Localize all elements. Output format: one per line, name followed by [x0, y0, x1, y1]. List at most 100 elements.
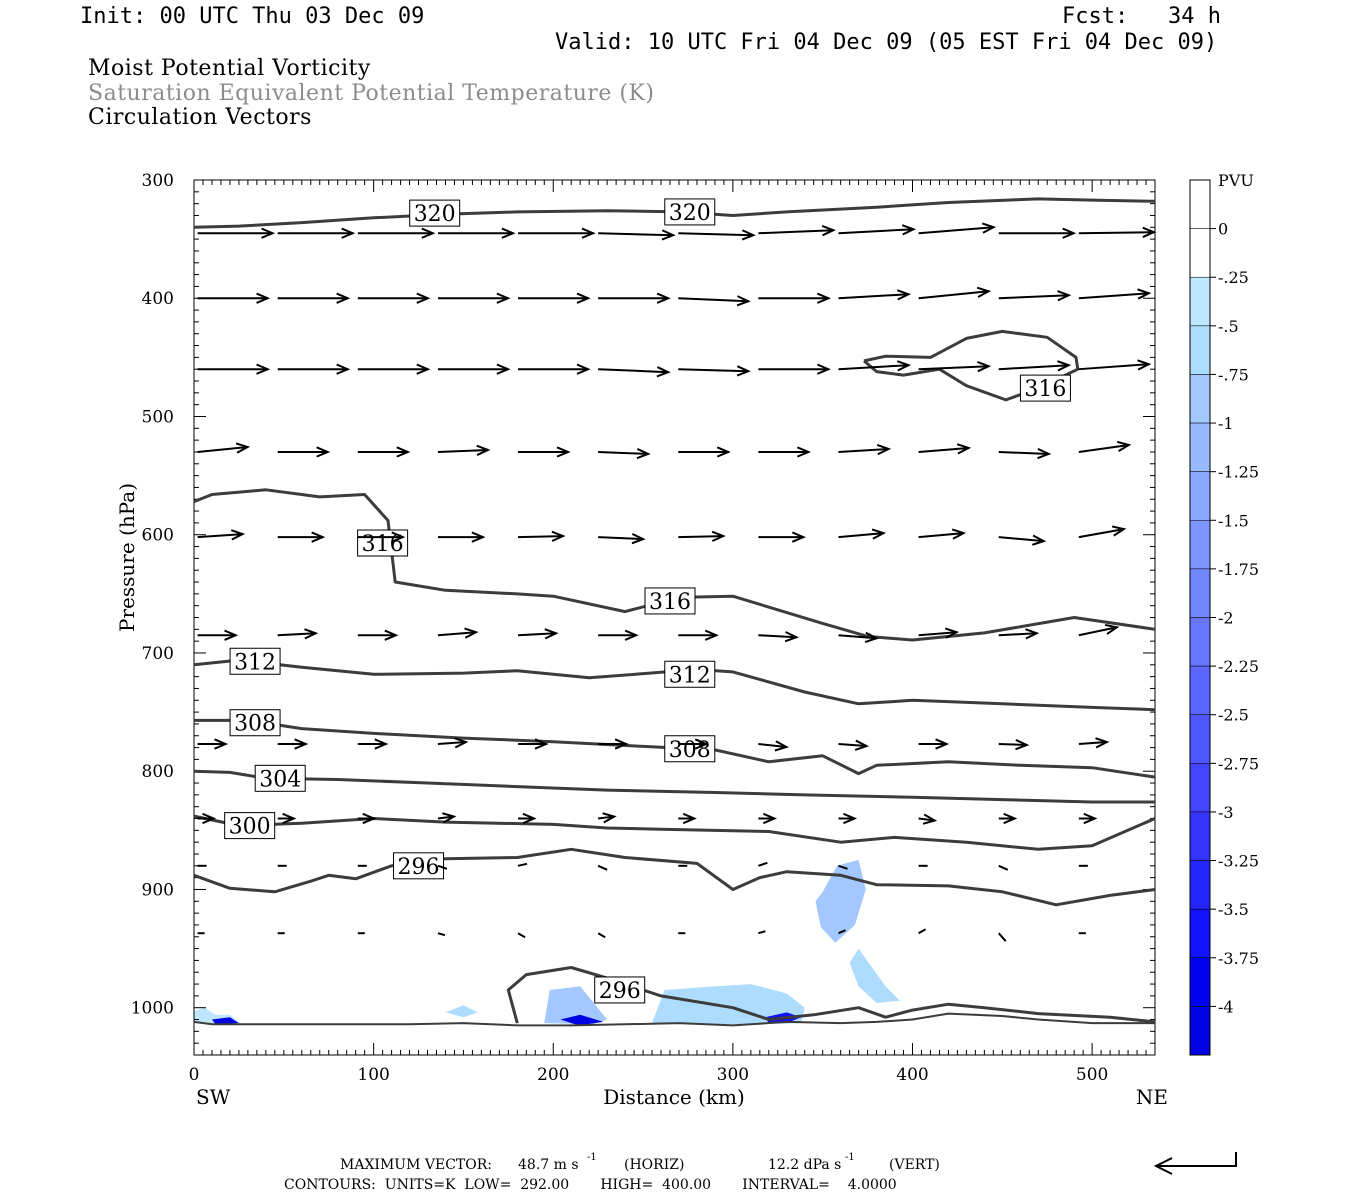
circulation-vector-head: [656, 366, 671, 378]
forecast-hour: Fcst: 34 h: [1062, 4, 1221, 29]
contour-line-316: [863, 329, 1080, 402]
circulation-vector-head: [896, 360, 912, 372]
contour-line-304: [193, 769, 1155, 804]
circulation-vector: [838, 293, 909, 300]
circulation-vector-head: [951, 528, 967, 540]
circulation-vector: [1078, 741, 1107, 746]
circulation-vector-head: [602, 812, 617, 824]
circulation-vector-head: [202, 812, 217, 825]
colorbar-cell: [1189, 1006, 1211, 1056]
y-tick-label: 400: [142, 289, 174, 309]
colorbar-tick-label: 0: [1218, 220, 1228, 239]
contour-line-300: [193, 814, 1156, 851]
y-tick-label: 500: [142, 407, 174, 427]
colorbar-tick-label: -2: [1218, 609, 1234, 628]
circulation-vector-head: [336, 363, 351, 375]
colorbar-cell: [1189, 520, 1211, 570]
contour-label: 320: [414, 202, 456, 227]
colorbar-cell: [1189, 908, 1211, 959]
circulation-vector-head: [396, 446, 411, 458]
circulation-vector-head: [454, 737, 469, 749]
circulation-vector: [758, 861, 768, 867]
plot-frame: [193, 179, 1156, 1056]
circulation-vector-head: [224, 629, 239, 641]
contour-label-box: [393, 852, 445, 880]
pv-region-1: [652, 984, 805, 1025]
circulation-vector-head: [1015, 739, 1030, 751]
circulation-vector-head: [922, 813, 938, 825]
y-axis-label: Pressure (hPa): [115, 483, 139, 632]
contour-label-box: [664, 660, 716, 688]
circulation-vector: [1078, 626, 1118, 637]
x-end-label-ne: NE: [1136, 1085, 1168, 1109]
pv-region-6: [560, 1014, 604, 1026]
pv-region-3: [849, 948, 900, 1003]
circulation-vector-head: [976, 286, 992, 298]
circulation-vector: [197, 445, 248, 453]
circulation-vector-head: [311, 531, 326, 543]
y-tick-label: 600: [142, 526, 174, 546]
circulation-vector-head: [256, 363, 271, 375]
circulation-vector-head: [864, 631, 880, 643]
circulation-vector-head: [576, 292, 591, 304]
y-tick-label: 700: [142, 644, 174, 664]
circulation-vector: [918, 817, 935, 822]
circulation-vector-head: [1137, 359, 1152, 371]
circulation-vector-head: [816, 363, 831, 375]
x-axis-label: Distance (km): [603, 1085, 745, 1109]
circulation-vector: [997, 932, 1007, 942]
colorbar-tick-label: -3: [1218, 803, 1234, 822]
contour-line-308: [194, 718, 1156, 779]
contours-info: CONTOURS: UNITS=K LOW= 292.00 HIGH= 400.…: [284, 1177, 897, 1193]
colorbar-cell: [1189, 568, 1211, 618]
circulation-vector-head: [282, 812, 297, 825]
circulation-vector-head: [876, 444, 892, 456]
circulation-vector: [998, 743, 1027, 747]
circulation-vector-head: [391, 531, 406, 543]
reference-vector: [1156, 1152, 1237, 1167]
circulation-vector-head: [576, 363, 591, 375]
colorbar-cell: [1189, 957, 1211, 1007]
circulation-vector-head: [711, 530, 726, 542]
x-end-label-sw: SW: [196, 1085, 231, 1109]
circulation-vector-head: [774, 740, 789, 752]
circulation-vector-head: [631, 533, 646, 545]
colorbar-tick-label: -4: [1218, 997, 1234, 1016]
circulation-vector: [918, 290, 989, 300]
y-tick-label: 300: [142, 171, 174, 191]
circulation-vector-head: [791, 531, 806, 543]
x-tick-label: 400: [896, 1065, 928, 1085]
y-tick-label: 800: [142, 762, 174, 782]
circulation-vector-head: [784, 631, 799, 643]
max-horiz-value: 48.7 m s: [518, 1157, 579, 1173]
circulation-vector-head: [341, 227, 356, 239]
circulation-vector-head: [716, 446, 731, 458]
circulation-vector-head: [442, 812, 457, 824]
contour-line-292: [193, 1012, 1155, 1027]
circulation-vector-head: [362, 812, 377, 825]
contour-label: 300: [229, 815, 271, 840]
circulation-vector-head: [661, 229, 676, 241]
circulation-vector: [918, 446, 969, 453]
circulation-vector: [517, 632, 557, 637]
circulation-vector-head: [476, 444, 491, 456]
circulation-vector-head: [1095, 737, 1110, 749]
contour-label-box: [224, 812, 276, 840]
circulation-vector: [678, 535, 724, 539]
colorbar-tick-label: -1.25: [1218, 463, 1259, 482]
x-tick-label: 300: [717, 1065, 749, 1085]
reference-vector-head: [1153, 1157, 1173, 1175]
circulation-vector: [517, 932, 526, 939]
circulation-vector: [918, 532, 964, 539]
circulation-vector-head: [581, 227, 596, 239]
circulation-vector: [1078, 528, 1125, 539]
circulation-vector: [758, 634, 797, 639]
circulation-vector-head: [374, 738, 389, 750]
circulation-vector-head: [496, 292, 511, 304]
circulation-vector: [758, 743, 787, 749]
contour-label: 308: [669, 738, 711, 763]
init-time: Init: 00 UTC Thu 03 Dec 09: [80, 4, 425, 29]
colorbar-cell: [1189, 860, 1211, 910]
field-title-theta-es: Saturation Equivalent Potential Temperat…: [88, 81, 655, 106]
colorbar-cell: [1189, 471, 1211, 521]
